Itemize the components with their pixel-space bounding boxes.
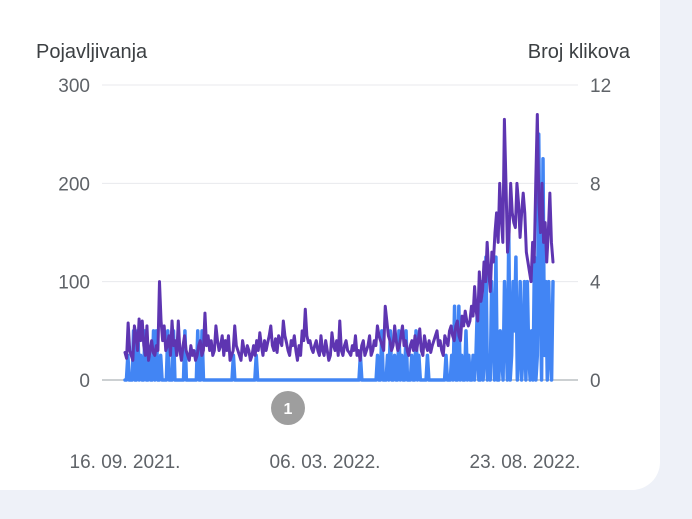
chart-card [0,0,660,490]
right-tick-label: 4 [590,273,601,294]
x-tick-label: 16. 09. 2021. [70,452,181,473]
annotation-label: 1 [284,401,293,418]
x-tick-label: 06. 03. 2022. [270,452,381,473]
x-tick-label: 23. 08. 2022. [470,452,581,473]
annotation-layer[interactable]: 1 [271,391,305,425]
series-layer [123,113,555,382]
right-tick-label: 12 [590,76,611,97]
left-tick-label: 0 [79,371,90,392]
right-tick-label: 8 [590,174,601,195]
right-tick-label: 0 [590,371,601,392]
label-layer: Pojavljivanja Broj klikova 0 0 100 4 200 8 300… [36,41,631,473]
left-tick-label: 100 [58,273,90,294]
right-axis-title: Broj klikova [528,41,631,63]
left-tick-label: 300 [58,76,90,97]
left-tick-label: 200 [58,174,90,195]
impressions-series-line [123,113,555,362]
left-axis-title: Pojavljivanja [36,41,148,63]
annotation-marker[interactable] [271,391,305,425]
